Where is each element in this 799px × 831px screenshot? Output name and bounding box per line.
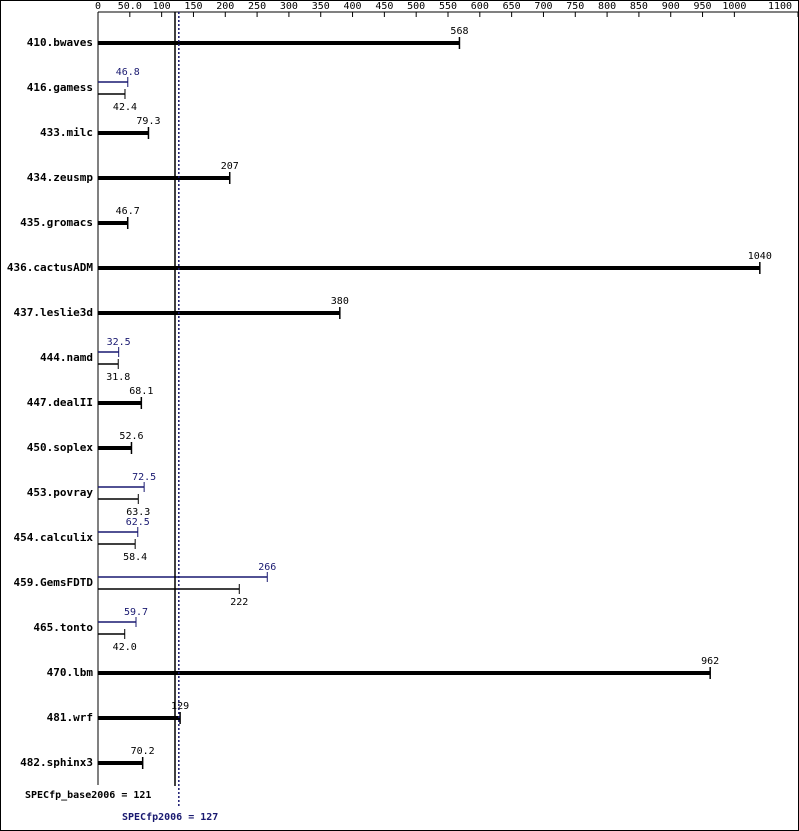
value-label: 72.5 xyxy=(132,472,156,483)
x-tick-label: 0 xyxy=(95,1,101,12)
x-tick-label: 950 xyxy=(694,1,712,12)
x-tick-label: 450 xyxy=(375,1,393,12)
reference-label: SPECfp2006 = 127 xyxy=(122,812,218,823)
category-label: 444.namd xyxy=(40,351,93,364)
value-label: 32.5 xyxy=(107,337,131,348)
value-label: 962 xyxy=(701,656,719,667)
category-label: 465.tonto xyxy=(33,621,93,634)
reference-label: SPECfp_base2006 = 121 xyxy=(25,790,151,801)
x-tick-label: 300 xyxy=(280,1,298,12)
value-label: 266 xyxy=(258,562,276,573)
category-label: 434.zeusmp xyxy=(27,171,94,184)
value-label: 222 xyxy=(230,597,248,608)
x-tick-label: 650 xyxy=(503,1,521,12)
category-label: 454.calculix xyxy=(14,531,94,544)
x-tick-label: 750 xyxy=(566,1,584,12)
category-label: 436.cactusADM xyxy=(7,261,93,274)
value-label: 59.7 xyxy=(124,607,148,618)
x-tick-label: 700 xyxy=(534,1,552,12)
category-label: 459.GemsFDTD xyxy=(14,576,94,589)
x-tick-label: 350 xyxy=(312,1,330,12)
value-label: 380 xyxy=(331,296,349,307)
category-label: 410.bwaves xyxy=(27,36,93,49)
x-tick-label: 500 xyxy=(407,1,425,12)
x-tick-label: 250 xyxy=(248,1,266,12)
value-label: 1040 xyxy=(748,251,772,262)
value-label: 70.2 xyxy=(131,746,155,757)
category-label: 437.leslie3d xyxy=(14,306,93,319)
value-label: 129 xyxy=(171,701,189,712)
value-label: 207 xyxy=(221,161,239,172)
x-tick-label: 850 xyxy=(630,1,648,12)
category-label: 470.lbm xyxy=(47,666,94,679)
x-tick-label: 100 xyxy=(153,1,171,12)
value-label: 62.5 xyxy=(126,517,150,528)
value-label: 63.3 xyxy=(126,507,150,518)
category-label: 447.dealII xyxy=(27,396,93,409)
category-label: 435.gromacs xyxy=(20,216,93,229)
value-label: 42.4 xyxy=(113,102,137,113)
x-tick-label: 50.0 xyxy=(118,1,142,12)
value-label: 68.1 xyxy=(129,386,153,397)
x-tick-label: 200 xyxy=(216,1,234,12)
value-label: 42.0 xyxy=(113,642,137,653)
x-tick-label: 600 xyxy=(471,1,489,12)
category-label: 481.wrf xyxy=(47,711,93,724)
value-label: 79.3 xyxy=(136,116,160,127)
x-tick-label: 900 xyxy=(662,1,680,12)
category-label: 433.milc xyxy=(40,126,93,139)
value-label: 58.4 xyxy=(123,552,147,563)
x-tick-label: 550 xyxy=(439,1,457,12)
category-label: 453.povray xyxy=(27,486,94,499)
x-tick-label: 150 xyxy=(184,1,202,12)
value-label: 46.8 xyxy=(116,67,140,78)
x-tick-label: 1000 xyxy=(722,1,746,12)
category-label: 450.soplex xyxy=(27,441,94,454)
value-label: 31.8 xyxy=(106,372,130,383)
value-label: 46.7 xyxy=(116,206,140,217)
value-label: 568 xyxy=(450,26,468,37)
category-label: 482.sphinx3 xyxy=(20,756,93,769)
x-tick-label: 800 xyxy=(598,1,616,12)
x-tick-label: 1100 xyxy=(768,1,792,12)
category-label: 416.gamess xyxy=(27,81,93,94)
value-label: 52.6 xyxy=(119,431,143,442)
x-tick-label: 400 xyxy=(344,1,362,12)
